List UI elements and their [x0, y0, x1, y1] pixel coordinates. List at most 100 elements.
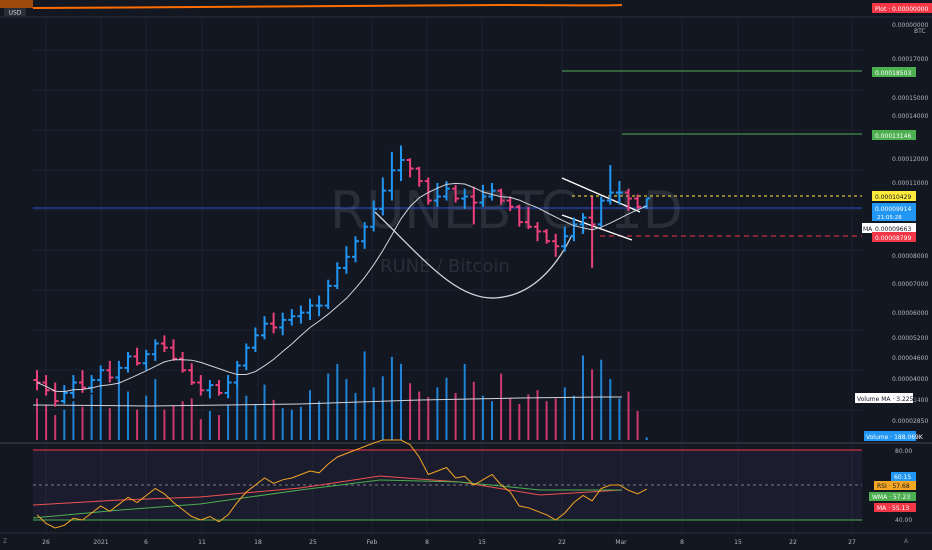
price-bar — [97, 365, 105, 388]
price-axis-tick: 0.00011000 — [892, 180, 928, 187]
price-bar — [42, 375, 50, 396]
volume-bar — [290, 409, 293, 440]
price-bar — [534, 222, 541, 242]
price-bar — [33, 370, 41, 391]
rsi-ma-value-label-bg — [874, 503, 916, 512]
volume-bars — [36, 351, 648, 440]
price-axis-tick: 0.00012000 — [892, 156, 928, 163]
price-bar — [615, 181, 623, 205]
price-bar — [406, 158, 414, 178]
volume-bar — [600, 359, 603, 440]
volume-bar — [390, 356, 393, 440]
top-plot-glow — [0, 0, 33, 8]
price-bar — [69, 375, 77, 399]
ma-value-label-bg — [872, 223, 916, 233]
price-bar — [479, 184, 487, 207]
auto-scale-icon[interactable]: A — [904, 538, 909, 545]
price-bar — [179, 352, 187, 373]
time-axis-tick: 26 — [42, 539, 50, 546]
price-axis-tick: 0.00017000 — [892, 56, 928, 63]
volume-bar — [54, 415, 57, 440]
support-label-bg — [872, 232, 916, 242]
cup-curve-drawing[interactable] — [374, 211, 573, 299]
wedge-upper-trendline[interactable] — [561, 177, 641, 213]
volume-bar — [254, 404, 257, 440]
volume-bar — [45, 405, 48, 440]
time-axis[interactable]: 26 2021 6 11 18 25 Feb 8 15 22 Mar 8 15 22 27 — [42, 539, 856, 546]
volume-bar — [281, 408, 284, 440]
price-bar — [197, 375, 205, 396]
price-bar — [488, 182, 496, 201]
price-axis-currency: BTC — [914, 28, 926, 35]
watermark-name: RUNE / Bitcoin — [380, 256, 510, 277]
rsi-wma-line — [32, 479, 622, 519]
volume-bar — [108, 408, 111, 440]
wma-value-label: WMA · 57.23 — [872, 494, 910, 501]
target-high-label-bg — [872, 67, 916, 77]
price-bar — [315, 295, 323, 317]
time-axis-tick: 11 — [198, 539, 206, 546]
volume-label-bg — [864, 431, 916, 441]
time-axis-tick: 27 — [848, 539, 856, 546]
price-bar — [342, 246, 350, 274]
price-bar — [461, 188, 469, 209]
price-bar — [524, 206, 532, 230]
volume-bar — [445, 377, 448, 440]
currency-badge-text: USD — [9, 10, 22, 17]
time-axis-tick: 25 — [309, 539, 317, 546]
price-bar — [561, 226, 569, 252]
volume-bar — [627, 391, 630, 440]
volume-bar — [572, 395, 575, 440]
price-bars — [33, 145, 651, 407]
volume-bar — [154, 379, 157, 440]
zoom-reset-icon[interactable]: Z — [3, 538, 7, 545]
volume-bar — [527, 394, 530, 440]
price-bar — [506, 196, 514, 212]
price-bar — [115, 360, 123, 383]
plot-label-text: Plot · 0.00000000 — [875, 6, 928, 13]
volume-bar — [327, 373, 330, 440]
price-bar — [251, 327, 259, 353]
volume-bar — [190, 398, 193, 440]
price-axis-tick: 0.00004000 — [892, 376, 928, 383]
price-bar — [552, 233, 560, 257]
volume-bar — [63, 409, 66, 440]
volume-ma-line — [32, 396, 622, 407]
price-bar — [515, 204, 523, 227]
price-bar — [324, 279, 332, 310]
time-axis-tick: 2021 — [93, 539, 108, 546]
volume-bar — [436, 387, 439, 440]
volume-bar — [363, 351, 366, 440]
volume-bar — [418, 391, 421, 440]
resistance-label: 0.00010429 — [875, 194, 911, 201]
price-bar — [88, 375, 96, 393]
volume-bar — [245, 395, 248, 440]
volume-bar — [491, 401, 493, 440]
volume-bar — [518, 404, 521, 440]
volume-bar — [536, 390, 539, 440]
price-bar — [397, 145, 405, 182]
price-ma-line — [36, 182, 647, 393]
price-bar — [151, 339, 159, 361]
volume-bar — [582, 355, 584, 440]
currency-badge[interactable] — [4, 8, 26, 16]
top-indicator-strip — [0, 0, 932, 17]
volume-bar — [400, 363, 402, 440]
volume-bar — [591, 369, 594, 440]
price-bar — [215, 380, 223, 396]
price-axis-tick: 0.00000000 — [892, 22, 928, 29]
volume-bar — [36, 398, 38, 440]
price-axis-tick: 0.00015000 — [892, 95, 928, 102]
price-bar — [370, 200, 378, 232]
volume-bar — [545, 401, 548, 440]
volume-bar — [454, 392, 457, 440]
top-plot-line — [32, 3, 623, 9]
price-bar — [261, 316, 268, 340]
rsi-upper-label-bg — [891, 472, 916, 481]
volume-bar — [117, 377, 120, 440]
price-bar — [415, 166, 423, 187]
price-bar — [188, 363, 196, 386]
rsi-ma-value-label: MA · 55.13 — [877, 505, 909, 512]
price-bar — [206, 380, 214, 399]
price-bar — [306, 298, 314, 320]
